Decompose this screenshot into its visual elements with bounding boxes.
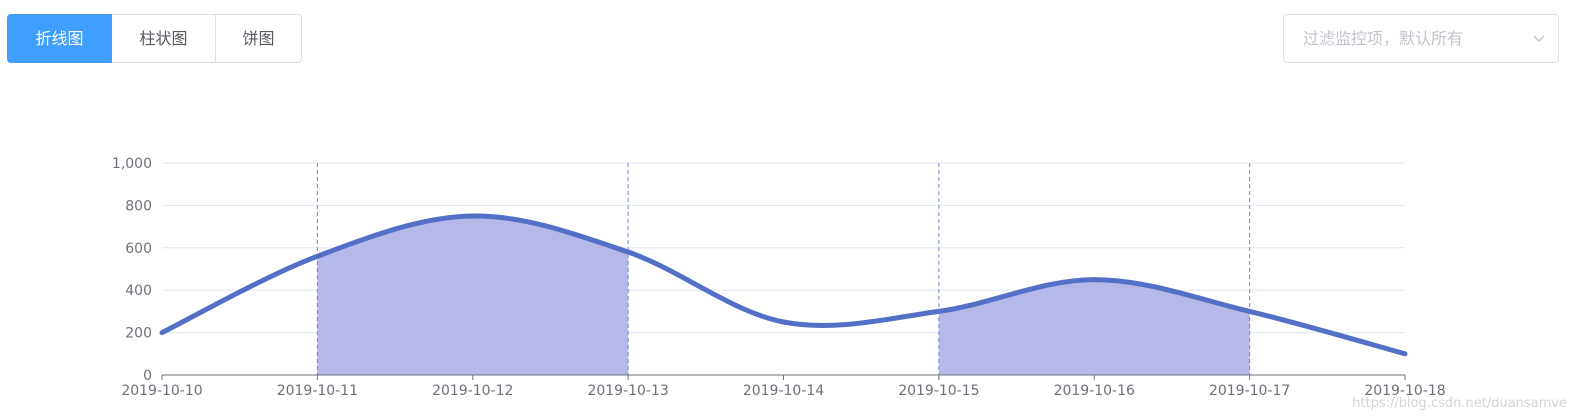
monitor-filter-select[interactable] [1283,14,1559,63]
chevron-down-icon [1533,35,1545,42]
x-tick-label: 2019-10-16 [1054,383,1135,399]
tab-line-chart[interactable]: 折线图 [7,14,112,63]
watermark: https://blog.csdn.net/duansamve [1352,396,1567,411]
chart-type-toggle: 折线图 柱状图 饼图 [7,14,302,63]
y-tick-label: 200 [125,326,152,342]
y-axis-labels: 0 200 400 600 800 1,000 [112,156,152,384]
y-tick-label: 400 [125,283,152,299]
mark-lines [316,163,1251,375]
monitor-filter-input[interactable] [1284,15,1514,62]
y-tick-label: 800 [125,198,152,214]
series [159,213,1408,357]
x-tick-label: 2019-10-18 [1364,383,1445,399]
x-tick-label: 2019-10-13 [587,383,668,399]
y-tick-label: 1,000 [112,156,152,172]
tab-pie-chart[interactable]: 饼图 [215,14,302,63]
x-tick-label: 2019-10-10 [121,383,202,399]
x-axis: 2019-10-10 2019-10-11 2019-10-12 2019-10-13… [121,374,1446,399]
y-tick-label: 0 [143,368,152,384]
x-tick-label: 2019-10-17 [1209,383,1290,399]
mark-area [317,215,629,375]
x-tick-label: 2019-10-15 [898,383,979,399]
y-tick-label: 600 [125,241,152,257]
mark-areas [317,215,1250,375]
series-line [159,213,1408,357]
tab-bar-chart[interactable]: 柱状图 [111,14,216,63]
x-tick-label: 2019-10-12 [432,383,513,399]
mark-area [938,279,1250,375]
x-tick-label: 2019-10-11 [277,383,358,399]
x-tick-label: 2019-10-14 [743,383,824,399]
